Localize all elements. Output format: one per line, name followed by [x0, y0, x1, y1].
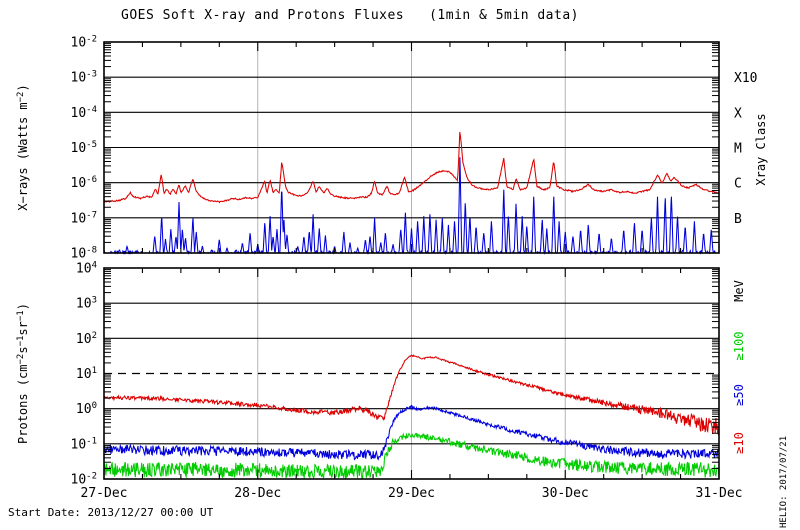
y-tick-label: 104 [76, 261, 97, 277]
y-tick-label: 10-1 [71, 436, 98, 452]
y-tick-label: 10-4 [71, 105, 98, 121]
x-axis-label-30-dec: 30-Dec [542, 486, 589, 501]
y-tick-label: 101 [76, 366, 97, 382]
x-axis-label-31-dec: 31-Dec [696, 486, 743, 501]
proton-channel-label: ≥10 [732, 432, 746, 454]
y-tick-label: 10-2 [71, 472, 98, 488]
y-tick-label: 10-3 [71, 70, 98, 86]
proton-channel-label: ≥50 [732, 384, 746, 406]
x-axis-label-27-dec: 27-Dec [81, 486, 128, 501]
y-tick-label: 10-8 [71, 246, 98, 262]
y-tick-label: 100 [76, 401, 97, 417]
x-axis-label-28-dec: 28-Dec [234, 486, 281, 501]
y-tick-label: 10-7 [71, 210, 98, 226]
xray-class-label-c: C [734, 177, 742, 192]
right-axis-title: MeV [732, 280, 746, 302]
chart-title: GOES Soft X-ray and Protons Fluxes (1min… [121, 8, 579, 23]
start-date-label: Start Date: 2013/12/27 00:00 UT [8, 506, 214, 519]
series-xray-long [103, 131, 720, 204]
xray-class-label-m: M [734, 142, 742, 157]
y-tick-label: 103 [76, 296, 97, 312]
xray-class-label-x: X [734, 106, 742, 121]
y-tick-label: 10-2 [71, 35, 98, 51]
y-axis-title: X−rays (Watts m−2) [16, 84, 30, 210]
y-axis-title: Protons (cm−2s−1sr−1) [16, 303, 30, 444]
series-protons-ge50 [103, 404, 720, 461]
proton-channel-label: ≥100 [732, 332, 746, 361]
series-protons-ge100 [103, 432, 720, 480]
helio-timestamp: HELIO: 2017/07/21 [779, 435, 789, 528]
xray-class-label-b: B [734, 212, 742, 227]
x-axis-label-29-dec: 29-Dec [388, 486, 435, 501]
y-tick-label: 10-6 [71, 175, 98, 191]
series-protons-ge10 [103, 354, 720, 437]
y-tick-label: 102 [76, 331, 97, 347]
right-axis-title: Xray Class [754, 113, 768, 185]
y-tick-label: 10-5 [71, 140, 98, 156]
xray-class-label-x10: X10 [734, 71, 757, 86]
